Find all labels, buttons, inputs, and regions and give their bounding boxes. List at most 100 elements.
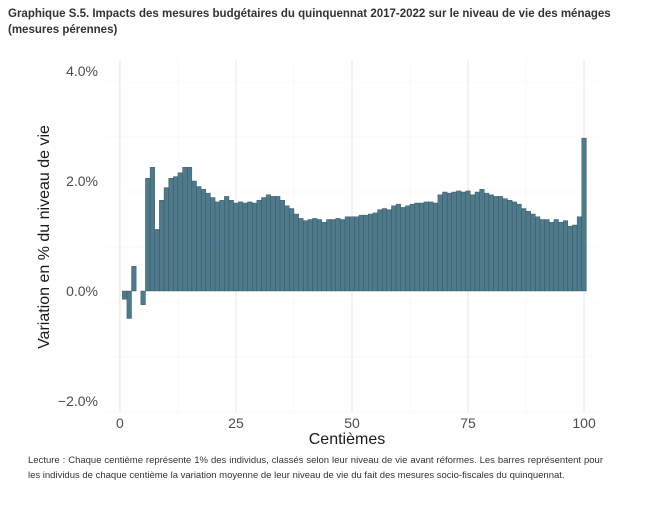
bar-centile-58 — [386, 209, 392, 292]
bar-centile-80 — [488, 194, 494, 292]
bar-centile-90 — [535, 216, 541, 292]
bar-centile-94 — [553, 219, 559, 292]
bar-centile-89 — [530, 213, 536, 292]
y-tick-label: −2.0% — [58, 393, 98, 409]
bar-centile-19 — [205, 192, 211, 292]
bar-centile-32 — [265, 194, 271, 292]
x-tick-label: 25 — [228, 415, 244, 431]
bar-centile-95 — [558, 222, 564, 292]
bar-centile-3 — [131, 266, 137, 292]
bar-centile-65 — [419, 202, 425, 292]
bar-centile-16 — [191, 180, 197, 292]
bar-centile-35 — [279, 200, 285, 292]
x-tick-label: 100 — [572, 415, 596, 431]
bar-centile-7 — [149, 167, 155, 292]
bar-centile-46 — [330, 219, 336, 292]
bar-centile-31 — [261, 197, 267, 292]
y-axis-title: Variation en % du niveau de vie — [36, 125, 53, 349]
bar-centile-56 — [377, 209, 383, 292]
bar-centile-98 — [572, 224, 578, 292]
bar-centile-83 — [502, 198, 508, 292]
bar-centile-21 — [214, 201, 220, 292]
bar-centile-11 — [168, 178, 174, 292]
bar-centile-88 — [525, 211, 531, 292]
bar-centile-28 — [247, 201, 253, 292]
x-tick-label: 75 — [460, 415, 476, 431]
bar-centile-67 — [428, 201, 434, 292]
bar-centile-42 — [312, 218, 318, 292]
bar-centile-55 — [372, 212, 378, 292]
bar-centile-52 — [358, 214, 364, 292]
bar-centile-59 — [391, 205, 397, 292]
reading-note: Lecture : Chaque centième représente 1% … — [28, 455, 603, 481]
bar-centile-45 — [326, 219, 332, 292]
bar-centile-44 — [321, 222, 327, 292]
bar-centile-72 — [451, 191, 457, 292]
bar-centile-51 — [354, 216, 360, 292]
bar-centile-57 — [381, 208, 388, 292]
bar-centile-87 — [521, 208, 527, 292]
bar-centile-93 — [549, 222, 555, 292]
bar-centile-15 — [187, 167, 193, 292]
bar-centile-1 — [122, 290, 128, 300]
bar-centile-74 — [460, 191, 466, 292]
bar-centile-18 — [200, 189, 206, 292]
bar-centile-33 — [270, 196, 276, 292]
bar-centile-5 — [140, 290, 146, 305]
bar-centile-97 — [567, 225, 573, 292]
x-axis-title: Centièmes — [309, 431, 385, 448]
bar-centile-6 — [145, 178, 151, 292]
bar-centile-22 — [219, 200, 225, 292]
bar-centile-86 — [516, 203, 522, 292]
bar-centile-14 — [182, 167, 188, 292]
bar-centile-37 — [289, 208, 295, 292]
bar-centile-12 — [173, 176, 179, 292]
bar-centile-8 — [154, 229, 160, 292]
bar-centile-53 — [363, 214, 369, 292]
bar-centile-36 — [284, 205, 290, 292]
bar-centile-63 — [409, 203, 415, 292]
bar-centile-92 — [544, 219, 550, 292]
bar-centile-71 — [446, 192, 452, 292]
bar-centile-41 — [307, 219, 313, 292]
bar-centile-49 — [344, 216, 350, 292]
bar-centile-2 — [126, 290, 132, 319]
bar-centile-82 — [498, 196, 504, 292]
bar-centile-61 — [400, 207, 406, 292]
bar-centile-30 — [256, 200, 262, 292]
bar-centile-76 — [470, 194, 476, 292]
bar-centile-48 — [340, 219, 346, 292]
bar-centile-40 — [303, 220, 309, 292]
bar-centile-13 — [177, 172, 183, 292]
bar-centile-68 — [433, 202, 439, 292]
bar-centile-17 — [196, 186, 202, 292]
bar-centile-75 — [465, 190, 471, 292]
bar-centile-23 — [224, 196, 230, 292]
bar-centile-26 — [238, 201, 244, 292]
bar-centile-100 — [581, 137, 587, 292]
bar-centile-27 — [242, 202, 248, 292]
y-tick-label: 4.0% — [66, 63, 98, 79]
bar-centile-20 — [210, 197, 216, 292]
bar-centile-39 — [298, 218, 304, 292]
bar-centile-70 — [442, 191, 448, 292]
bar-centile-66 — [423, 201, 429, 292]
bar-centile-99 — [576, 216, 582, 292]
y-tick-label: 2.0% — [66, 173, 98, 189]
bar-centile-78 — [479, 189, 485, 292]
chart-title: Graphique S.5. Impacts des mesures budgé… — [8, 8, 611, 36]
bar-chart: −2.0% 0.0% 2.0% 4.0% 0 25 50 75 100 Centièmes V… — [36, 60, 598, 448]
bar-centile-60 — [395, 203, 401, 292]
bar-centile-54 — [368, 213, 374, 292]
bar-centile-79 — [484, 192, 490, 292]
x-axis-ticks: 0 25 50 75 100 — [116, 415, 596, 431]
bar-centile-25 — [233, 202, 239, 292]
bar-centile-38 — [293, 213, 299, 292]
bar-centile-81 — [493, 196, 499, 292]
bar-centile-85 — [511, 201, 517, 292]
bar-centile-50 — [349, 216, 355, 292]
bar-centile-91 — [539, 219, 545, 292]
bar-centile-64 — [414, 202, 420, 292]
x-tick-label: 0 — [116, 415, 124, 431]
bar-centile-62 — [405, 205, 411, 292]
